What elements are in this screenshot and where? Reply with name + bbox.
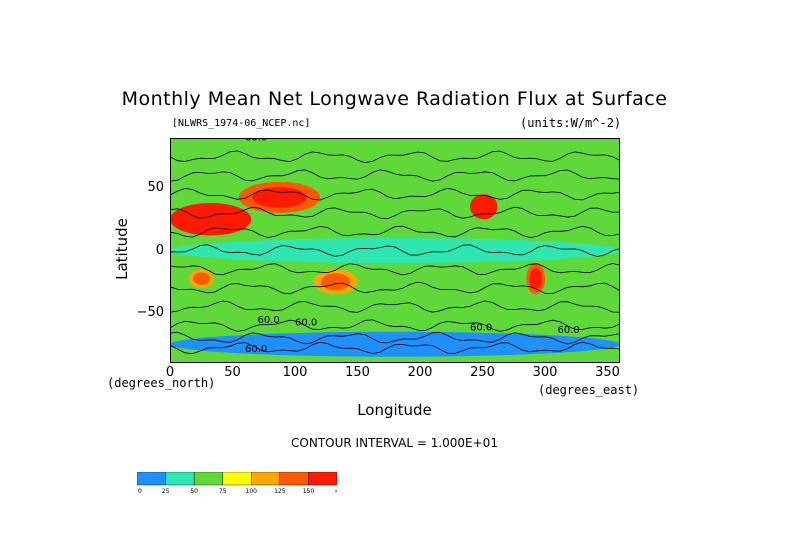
x-tick-label: 0 (165, 365, 175, 380)
contour-line (170, 187, 620, 201)
region-core-southern-africa (192, 272, 210, 285)
contour-line (170, 300, 620, 313)
contour-label: 60.0 (245, 344, 267, 355)
colorbar-segment (193, 472, 223, 486)
colorbar-label: 25 (162, 488, 170, 495)
contour-label: 60.0 (258, 315, 280, 326)
contour-line (170, 225, 620, 239)
contour-line (170, 244, 620, 257)
x-tick-label: 100 (282, 365, 308, 380)
file-label: [NLWRS_1974-06_NCEP.nc] (172, 118, 311, 129)
contour-line (170, 150, 620, 164)
colorbar-label: 50 (190, 488, 198, 495)
colorbar-segment (137, 472, 166, 486)
x-unit-label-east: (degrees_east) (538, 383, 640, 397)
colorbar-label: 75 (219, 488, 227, 495)
contour-line (170, 169, 620, 182)
x-tick-label: 50 (224, 365, 241, 380)
contour-label: 60.0 (470, 323, 492, 334)
x-axis-label: Longitude (357, 401, 432, 419)
contour-line (170, 331, 620, 345)
contour-line (170, 281, 620, 295)
colorbar-segment (279, 472, 309, 486)
contour-label: 60.0 (558, 325, 580, 336)
contour-interval: CONTOUR INTERVAL = 1.000E+01 (291, 436, 498, 450)
colorbar-label: 0 (138, 488, 142, 495)
colorbar: 0 25 50 75 100 125 150 ∞ (137, 472, 338, 495)
x-tick-label: 200 (407, 365, 433, 380)
colorbar-label: 100 (246, 488, 258, 495)
contour-label-layer: 60.0 60.0 60.0 60.0 60.0 60.0 (245, 138, 580, 355)
colorbar-segment (308, 472, 337, 486)
colorbar-segment (165, 472, 195, 486)
contour-line (170, 206, 620, 220)
contour-line (170, 341, 620, 355)
y-tick-label: −50 (136, 305, 164, 320)
region-layer (170, 181, 620, 357)
contour-layer (170, 150, 620, 355)
x-tick-label: 300 (532, 365, 558, 380)
colorbar-segment (251, 472, 281, 486)
colorbar-label: 125 (274, 488, 286, 495)
colorbar-label: ∞ (335, 488, 338, 495)
x-tick-label: 350 (595, 365, 620, 380)
colorbar-segment (222, 472, 252, 486)
y-tick-label: 0 (155, 242, 164, 258)
plot-frame (170, 138, 620, 363)
units-label: (units:W/m^-2) (520, 116, 622, 130)
contour-line (170, 319, 620, 332)
region-antarctic-band (170, 331, 620, 357)
region-core-north-africa-arabia (183, 208, 238, 231)
contour-label: 60.0 (245, 138, 267, 144)
plot-area: 60.0 60.0 60.0 60.0 60.0 60.0 (170, 138, 620, 363)
x-tick-label: 250 (470, 365, 495, 380)
region-core-southwest-us (474, 198, 493, 216)
contour-line (170, 263, 620, 276)
region-core-south-america (529, 268, 542, 290)
contour-label: 60.0 (295, 318, 317, 329)
region-tropics (170, 238, 620, 263)
y-tick-label: 50 (147, 180, 164, 195)
chart-title: Monthly Mean Net Longwave Radiation Flux… (121, 88, 668, 110)
x-tick-label: 150 (345, 365, 370, 380)
colorbar-label: 150 (303, 488, 315, 495)
region-core-australia (321, 273, 351, 291)
x-unit-label: (degrees_north) (107, 376, 216, 390)
